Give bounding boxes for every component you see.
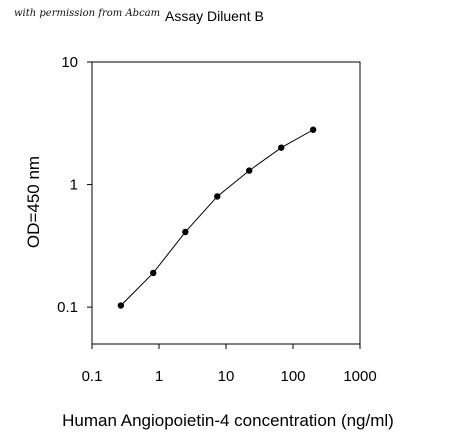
y-axis-label: OD=450 nm bbox=[24, 156, 43, 248]
x-tick-label: 0.1 bbox=[82, 368, 103, 385]
data-point bbox=[309, 126, 317, 133]
y-tick-label: 10 bbox=[61, 54, 78, 71]
data-point bbox=[150, 269, 157, 277]
y-tick-label: 0.1 bbox=[57, 299, 78, 316]
x-tick-label: 100 bbox=[280, 368, 305, 385]
x-axis-label: Human Angiopoietin-4 concentration (ng/m… bbox=[62, 411, 394, 430]
plot-frame bbox=[91, 61, 361, 345]
permission-note: with permission from Abcam bbox=[14, 8, 161, 19]
data-point bbox=[182, 228, 189, 236]
data-point bbox=[214, 193, 221, 200]
y-axis-ticks: 0.1 1 10 bbox=[57, 54, 92, 316]
x-tick-label: 1000 bbox=[343, 368, 376, 385]
series-line bbox=[120, 129, 314, 306]
x-axis-ticks: 0.1 1 10 100 1000 bbox=[82, 344, 377, 385]
series-layer bbox=[117, 126, 317, 309]
y-tick-label: 1 bbox=[70, 177, 78, 194]
x-tick-label: 10 bbox=[218, 368, 235, 385]
chart-title: Assay Diluent B bbox=[165, 8, 264, 24]
data-point bbox=[117, 302, 125, 309]
x-tick-label: 1 bbox=[155, 368, 163, 385]
data-point bbox=[278, 144, 285, 151]
data-point bbox=[246, 167, 253, 174]
